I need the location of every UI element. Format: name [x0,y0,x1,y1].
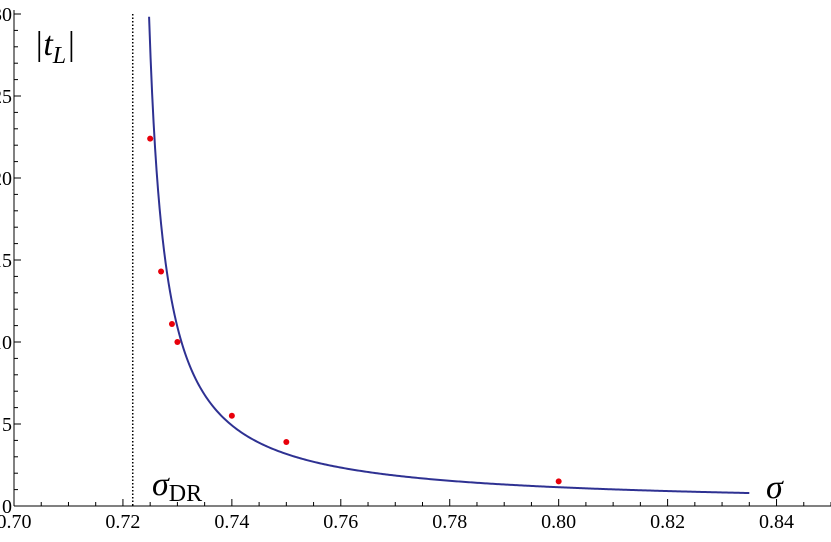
data-point [147,135,154,142]
x-tick-label: 0.80 [541,511,576,533]
y-tick-label: 20 [0,168,12,190]
x-tick-label: 0.70 [0,511,32,533]
y-tick-label: 0 [2,496,12,518]
x-ticks: 0.70 0.72 0.74 0.76 0.78 0.80 0.82 0.84 [0,499,831,533]
points [147,135,562,485]
data-point [174,339,181,345]
y-tick-label: 15 [0,250,12,272]
y-tick-label: 5 [2,414,12,436]
data-point [168,320,175,327]
curves [148,16,750,495]
y-tick-label: 30 [0,4,12,26]
y-ticks: 0 5 10 15 20 25 30 [0,4,21,518]
x-tick-label: 0.84 [759,511,794,533]
axes [13,10,831,507]
y-tick-label: 25 [0,86,12,108]
data-point [555,478,562,485]
data-point [283,439,290,446]
x-tick-label: 0.76 [323,511,358,533]
sigma-dr-label: σDR [152,466,202,507]
x-tick-label: 0.74 [214,511,249,533]
fit-curve [148,16,750,495]
data-point [228,412,235,419]
data-point [158,268,165,275]
x-tick-label: 0.82 [650,511,685,533]
x-tick-label: 0.78 [432,511,467,533]
y-axis-label: |tL| [34,26,76,69]
x-tick-label: 0.72 [105,511,140,533]
y-tick-label: 10 [0,332,12,354]
x-axis-label: σ [766,469,784,506]
